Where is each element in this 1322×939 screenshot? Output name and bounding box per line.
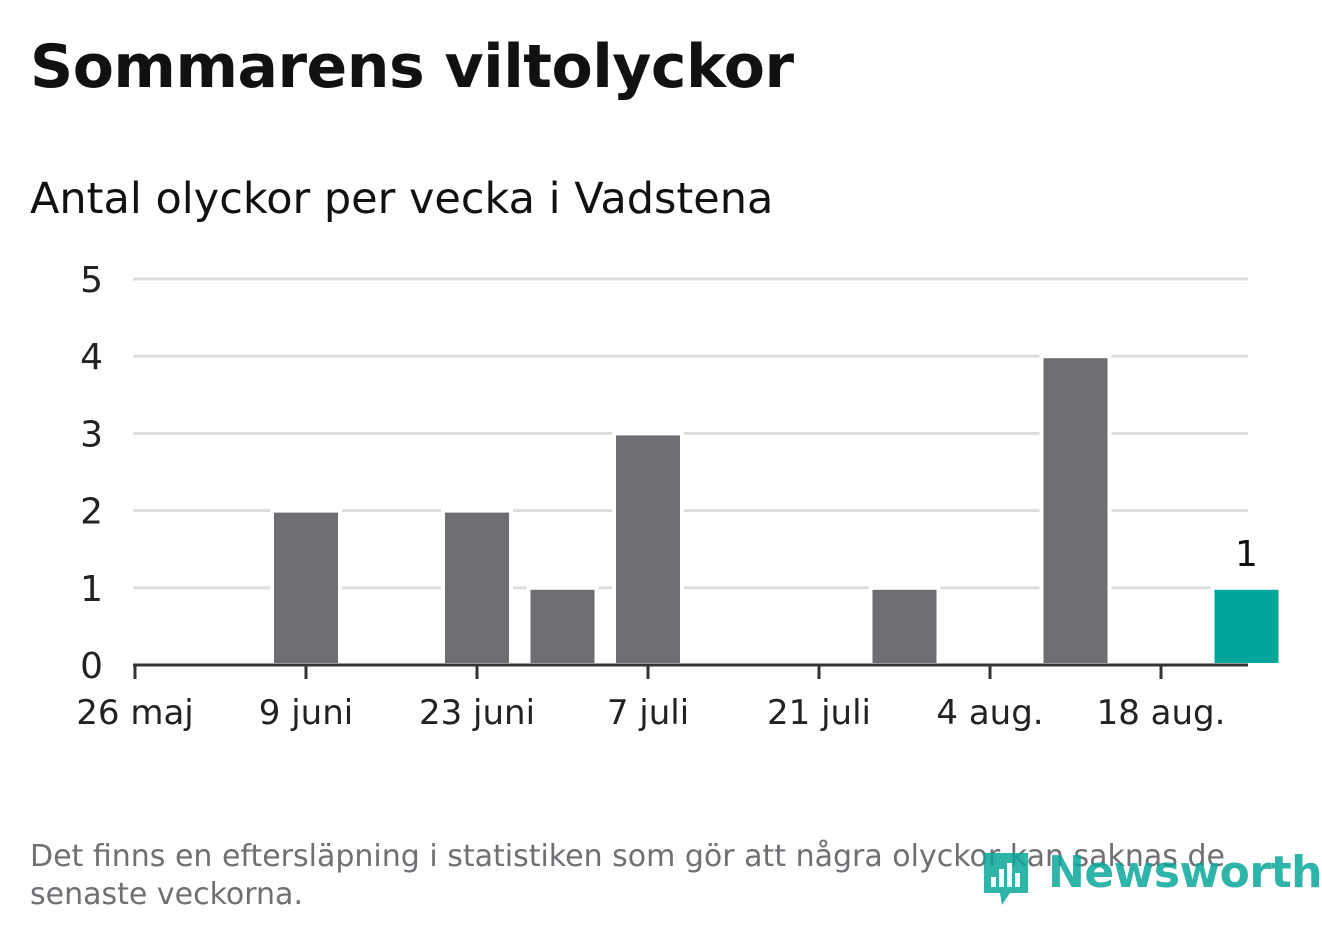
y-tick-label: 4: [80, 337, 103, 378]
chart-subtitle: Antal olyckor per vecka i Vadstena: [30, 174, 774, 224]
y-tick-label: 5: [80, 260, 103, 301]
x-tick-label: 4 aug.: [936, 693, 1043, 733]
bar: [1039, 354, 1112, 667]
y-tick-label: 2: [80, 492, 103, 533]
y-tick-label: 3: [80, 414, 103, 455]
bar: [868, 585, 941, 667]
bar: [270, 508, 342, 667]
x-tick-label: 9 juni: [259, 693, 353, 733]
bar: [612, 431, 684, 667]
x-tick-label: 26 maj: [76, 693, 193, 733]
brand-logo: Newsworthy: [980, 845, 1322, 911]
bar: [526, 585, 599, 667]
bars: [270, 354, 1283, 667]
bar-chart-speech-bubble-icon: [984, 853, 1028, 905]
axes: [133, 663, 1248, 679]
x-tick-label: 18 aug.: [1097, 693, 1226, 733]
data-label: 1: [1235, 534, 1258, 575]
x-tick-label: 23 juni: [419, 693, 535, 733]
x-tick-label: 7 juli: [607, 693, 689, 733]
brand-name: Newsworthy: [1048, 847, 1322, 898]
bar-highlighted: [1210, 585, 1283, 667]
y-tick-label: 1: [80, 569, 103, 610]
bar: [441, 508, 513, 667]
y-tick-label: 0: [80, 646, 103, 687]
labels: 0 1 2 3 4 5 26 maj 9 juni 23 juni 7 juli 21 juli 4 …: [76, 260, 1258, 733]
chart-title: Sommarens viltolyckor: [30, 32, 794, 102]
x-tick-label: 21 juli: [767, 693, 871, 733]
